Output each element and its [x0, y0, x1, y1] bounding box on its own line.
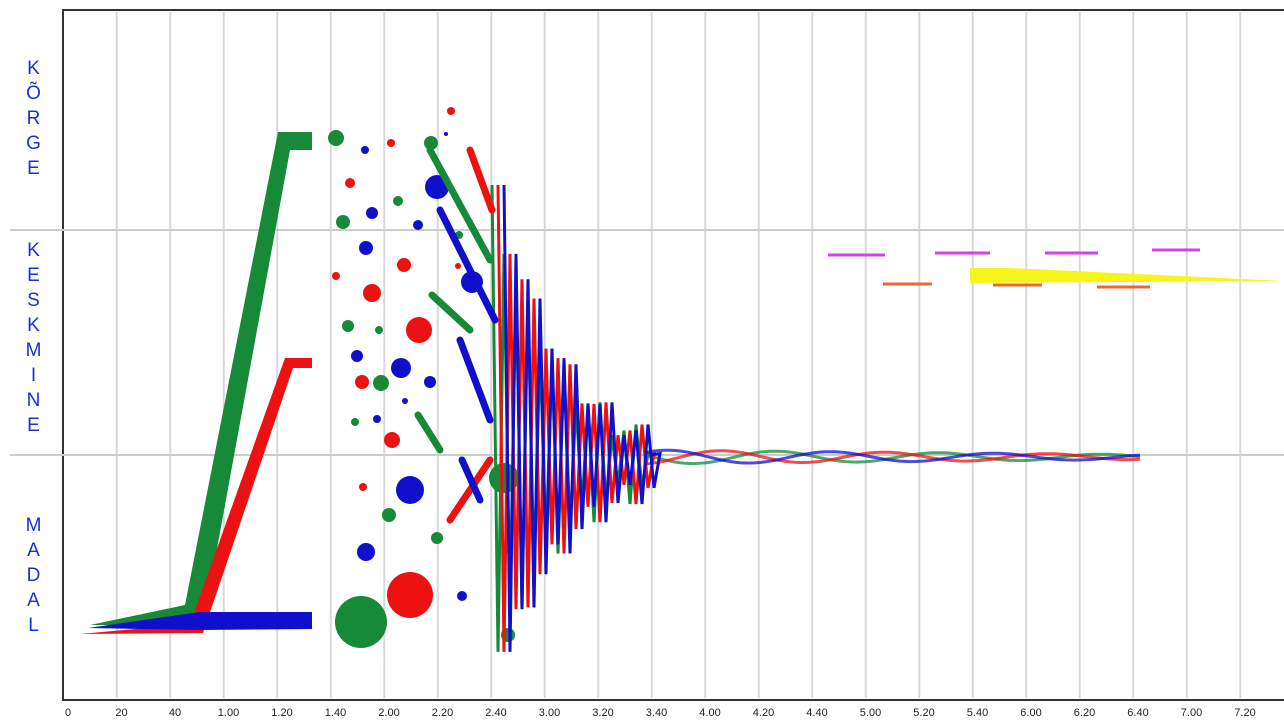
- dot: [387, 572, 433, 618]
- x-tick-label: 6.20: [1074, 707, 1095, 719]
- band-label: KESKMINE: [24, 240, 48, 440]
- dot: [336, 215, 350, 229]
- x-tick-label: 2.40: [485, 707, 506, 719]
- dot: [447, 107, 455, 115]
- x-tick-label: 7.20: [1234, 707, 1255, 719]
- dot: [393, 196, 403, 206]
- dot: [366, 207, 378, 219]
- dot: [361, 146, 369, 154]
- band-label: KÕRGE: [24, 58, 48, 183]
- dot: [413, 220, 423, 230]
- dot: [384, 432, 400, 448]
- x-tick-label: 3.00: [539, 707, 560, 719]
- band-label: MADAL: [24, 515, 48, 640]
- dot: [357, 543, 375, 561]
- x-tick-label: 6.40: [1127, 707, 1148, 719]
- dot: [457, 591, 467, 601]
- x-tick-label: 4.20: [753, 707, 774, 719]
- x-tick-label: 5.00: [860, 707, 881, 719]
- dot: [351, 350, 363, 362]
- x-axis: 0 20 40 1.00 1.20 1.40 2.00 2.20 2.40 3.00 3.20 3.4…: [65, 707, 1256, 719]
- dot: [345, 178, 355, 188]
- dot: [455, 263, 461, 269]
- x-tick-label: 1.20: [271, 707, 292, 719]
- dot: [373, 415, 381, 423]
- x-tick-label: 7.00: [1181, 707, 1202, 719]
- dot: [363, 284, 381, 302]
- x-tick-label: 5.40: [967, 707, 988, 719]
- score: 0 20 40 1.00 1.20 1.40 2.00 2.20 2.40 3.00 3.20 3.4…: [0, 0, 1284, 721]
- x-tick-label: 2.20: [432, 707, 453, 719]
- x-tick-label: 2.00: [378, 707, 399, 719]
- dot: [387, 139, 395, 147]
- x-tick-label: 3.40: [646, 707, 667, 719]
- dot: [359, 483, 367, 491]
- x-tick-label: 20: [115, 707, 127, 719]
- x-tick-label: 1.40: [325, 707, 346, 719]
- dot: [397, 258, 411, 272]
- dot: [444, 132, 448, 136]
- dot: [373, 375, 389, 391]
- dot: [382, 508, 396, 522]
- x-tick-label: 4.40: [806, 707, 827, 719]
- x-tick-label: 5.20: [913, 707, 934, 719]
- dot: [424, 376, 436, 388]
- x-tick-label: 3.20: [592, 707, 613, 719]
- dot: [328, 130, 344, 146]
- dot: [406, 317, 432, 343]
- dot: [351, 418, 359, 426]
- dot: [431, 532, 443, 544]
- x-tick-label: 6.00: [1020, 707, 1041, 719]
- dot: [359, 241, 373, 255]
- dot: [335, 596, 387, 648]
- dot: [332, 272, 340, 280]
- dot: [375, 326, 383, 334]
- x-tick-label: 4.00: [699, 707, 720, 719]
- x-tick-label: 1.00: [218, 707, 239, 719]
- dot: [342, 320, 354, 332]
- x-tick-label: 40: [169, 707, 181, 719]
- dot: [396, 476, 424, 504]
- dot: [391, 358, 411, 378]
- x-tick-label: 0: [65, 707, 71, 719]
- score-canvas: 0 20 40 1.00 1.20 1.40 2.00 2.20 2.40 3.00 3.20 3.4…: [0, 0, 1284, 721]
- dot: [355, 375, 369, 389]
- dot: [402, 398, 408, 404]
